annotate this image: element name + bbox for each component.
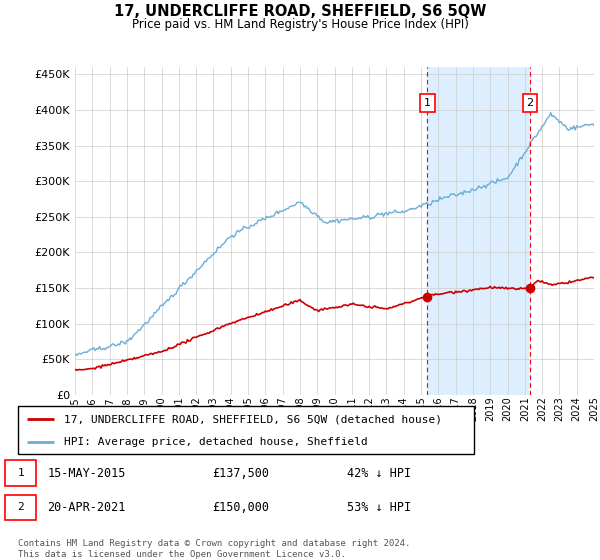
Text: £137,500: £137,500	[212, 467, 269, 480]
Text: 2: 2	[526, 98, 533, 108]
Text: HPI: Average price, detached house, Sheffield: HPI: Average price, detached house, Shef…	[64, 437, 367, 447]
Text: Contains HM Land Registry data © Crown copyright and database right 2024.
This d: Contains HM Land Registry data © Crown c…	[18, 539, 410, 559]
Text: 20-APR-2021: 20-APR-2021	[47, 501, 125, 514]
Text: 42% ↓ HPI: 42% ↓ HPI	[347, 467, 411, 480]
FancyBboxPatch shape	[5, 494, 36, 520]
Text: 1: 1	[17, 468, 24, 478]
Text: Price paid vs. HM Land Registry's House Price Index (HPI): Price paid vs. HM Land Registry's House …	[131, 18, 469, 31]
FancyBboxPatch shape	[18, 406, 474, 454]
Text: 1: 1	[424, 98, 431, 108]
Text: 53% ↓ HPI: 53% ↓ HPI	[347, 501, 411, 514]
Text: 17, UNDERCLIFFE ROAD, SHEFFIELD, S6 5QW: 17, UNDERCLIFFE ROAD, SHEFFIELD, S6 5QW	[114, 4, 486, 19]
Text: 17, UNDERCLIFFE ROAD, SHEFFIELD, S6 5QW (detached house): 17, UNDERCLIFFE ROAD, SHEFFIELD, S6 5QW …	[64, 414, 442, 424]
Bar	[427, 67, 530, 395]
Text: 15-MAY-2015: 15-MAY-2015	[47, 467, 125, 480]
FancyBboxPatch shape	[5, 460, 36, 486]
Text: £150,000: £150,000	[212, 501, 269, 514]
Text: 2: 2	[17, 502, 24, 512]
